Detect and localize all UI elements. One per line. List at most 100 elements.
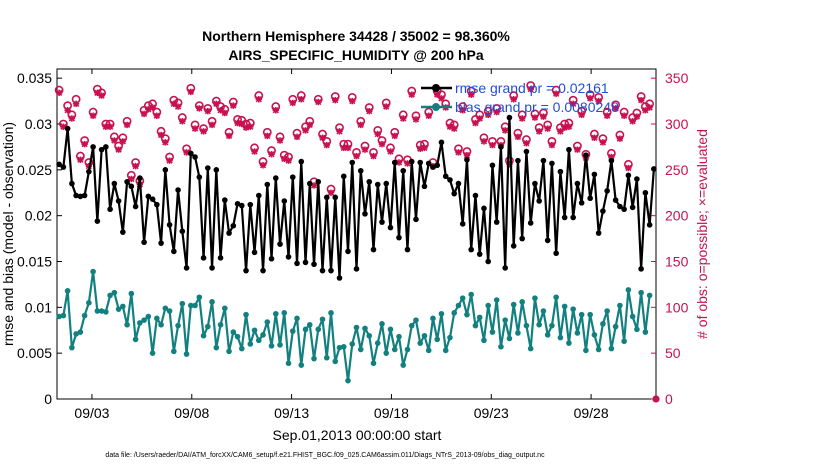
obs-evaluated-stroke xyxy=(72,100,80,107)
obs-evaluated-stroke xyxy=(264,132,271,140)
rmse-point xyxy=(434,162,441,169)
rmse-point xyxy=(200,255,207,261)
obs-evaluated-stroke xyxy=(574,146,581,153)
bias-point xyxy=(345,377,351,384)
bias-point xyxy=(124,321,130,328)
rmse-point xyxy=(557,168,564,175)
bias-point xyxy=(549,322,555,329)
rmse-point xyxy=(357,167,364,174)
obs-evaluated-point xyxy=(599,139,607,146)
bias-point xyxy=(323,354,330,361)
obs-evaluated-stroke xyxy=(595,97,602,105)
rmse-point xyxy=(523,148,530,155)
rmse-point xyxy=(294,260,300,267)
obs-evaluated-stroke xyxy=(434,91,441,98)
obs-evaluated-point xyxy=(255,96,262,103)
bias-point xyxy=(634,326,640,333)
bias-point xyxy=(629,313,636,320)
bias-point xyxy=(417,340,424,346)
rmse-point xyxy=(255,192,262,199)
rmse-point xyxy=(272,175,279,181)
obs-evaluated-point xyxy=(344,144,352,152)
bias-point xyxy=(255,337,262,344)
bias-point xyxy=(595,346,602,353)
bias-point xyxy=(532,295,538,301)
obs-evaluated-stroke xyxy=(332,97,339,104)
obs-evaluated-point xyxy=(217,107,224,114)
rmse-point xyxy=(298,158,305,165)
obs-evaluated-point xyxy=(484,111,492,119)
rmse-point xyxy=(379,219,385,225)
obs-evaluated-point xyxy=(548,141,556,149)
obs-evaluated-point xyxy=(374,130,381,138)
obs-evaluated-point xyxy=(111,137,118,144)
obs-evaluated-point xyxy=(408,91,415,98)
rmse-point xyxy=(481,205,487,212)
obs-evaluated-stroke xyxy=(480,138,488,145)
obs-evaluated-stroke xyxy=(604,112,611,119)
rmse-point xyxy=(498,144,504,150)
y-left-tick-label: 0.015 xyxy=(17,254,52,270)
obs-evaluated-stroke xyxy=(425,112,432,119)
bias-point xyxy=(175,322,181,329)
obs-evaluated-point xyxy=(540,113,547,120)
rmse-point xyxy=(651,166,657,172)
obs-evaluated-stroke xyxy=(361,146,369,153)
obs-evaluated-point xyxy=(285,157,292,164)
y-left-tick-label: 0 xyxy=(44,391,52,407)
rmse-point xyxy=(328,267,334,274)
obs-evaluated-stroke xyxy=(64,107,71,114)
bias-point xyxy=(506,335,513,342)
obs-evaluated-point xyxy=(234,119,241,127)
x-axis-label: Sep.01,2013 00:00:00 start xyxy=(273,427,442,443)
rmse-point xyxy=(289,174,296,180)
bias-point xyxy=(141,317,147,323)
x-tick-label: 09/08 xyxy=(174,405,209,421)
obs-evaluated-point xyxy=(264,132,271,140)
bias-point xyxy=(408,322,415,329)
obs-evaluated-point xyxy=(268,151,275,158)
rmse-point xyxy=(442,173,449,180)
bias-point xyxy=(196,294,203,301)
obs-evaluated-stroke xyxy=(463,152,471,159)
data-file-footer: data file: /Users/raeder/DAI/ATM_forcXX/… xyxy=(105,452,545,459)
rmse-point xyxy=(608,157,615,164)
obs-evaluated-stroke xyxy=(115,146,122,153)
bias-point xyxy=(166,308,173,314)
bias-point xyxy=(336,344,343,351)
obs-evaluated-point xyxy=(361,146,369,153)
obs-evaluated-stroke xyxy=(179,118,186,125)
obs-evaluated-stroke xyxy=(55,89,63,96)
obs-evaluated-stroke xyxy=(77,156,84,163)
bias-point xyxy=(591,332,598,338)
rmse-point xyxy=(264,181,271,188)
bias-point xyxy=(485,302,491,309)
obs-evaluated-stroke xyxy=(395,159,403,166)
x-tick-label: 09/13 xyxy=(274,405,309,421)
bias-point xyxy=(357,346,364,353)
obs-evaluated-stroke xyxy=(587,95,594,102)
y-left-tick-label: 0.005 xyxy=(17,345,52,361)
obs-evaluated-point xyxy=(200,128,207,135)
obs-evaluated-point xyxy=(468,91,475,98)
obs-evaluated-stroke xyxy=(446,123,454,130)
rmse-point xyxy=(120,229,126,235)
obs-evaluated-stroke xyxy=(502,127,509,134)
obs-evaluated-point xyxy=(302,127,309,134)
obs-evaluated-point xyxy=(272,107,279,114)
bias-point xyxy=(404,346,411,353)
rmse-point xyxy=(387,224,394,231)
legend-bias-marker xyxy=(432,103,440,111)
obs-evaluated-stroke xyxy=(514,133,522,140)
rmse-point xyxy=(625,172,632,179)
obs-evaluated-point xyxy=(153,112,161,119)
obs-evaluated-point xyxy=(574,146,581,153)
bias-point xyxy=(247,341,254,347)
obs-evaluated-point xyxy=(518,115,526,122)
bias-point xyxy=(81,312,88,319)
obs-evaluated-point xyxy=(578,111,585,119)
obs-evaluated-point xyxy=(162,139,169,146)
obs-evaluated-point xyxy=(489,141,496,149)
rmse-point xyxy=(578,200,585,206)
rmse-point xyxy=(345,248,351,255)
